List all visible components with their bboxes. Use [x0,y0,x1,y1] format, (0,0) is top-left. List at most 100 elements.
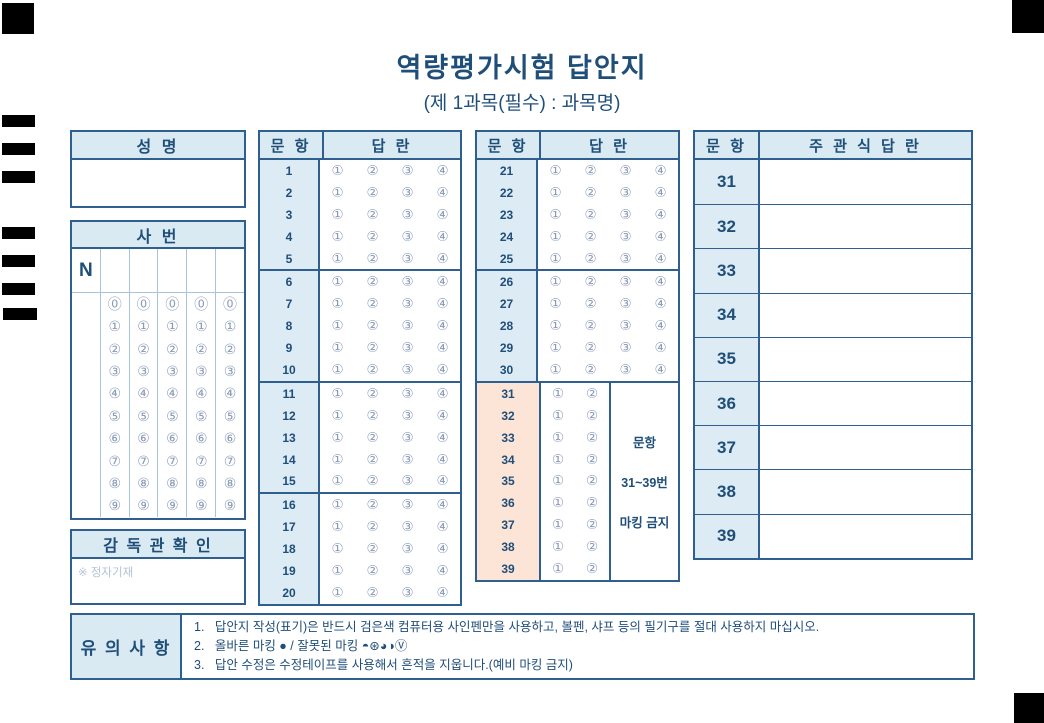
employee-id-digit-cell[interactable] [157,249,186,292]
option-bubble[interactable]: ② [366,429,379,445]
subjective-answer-cell[interactable] [760,337,971,381]
option-bubble[interactable]: ① [549,318,562,334]
digit-bubble[interactable]: ⑧ [194,474,208,491]
subjective-answer-cell[interactable] [760,381,971,426]
option-bubble[interactable]: ② [585,560,599,576]
digit-bubble[interactable]: ④ [166,385,179,402]
digit-bubble[interactable]: ⑦ [223,452,237,469]
option-bubble[interactable]: ④ [654,184,667,200]
option-bubble[interactable]: ② [366,296,379,312]
option-bubble[interactable]: ② [366,206,379,222]
option-bubble[interactable]: ② [585,517,599,533]
digit-bubble[interactable]: ⑥ [137,430,150,447]
option-bubble[interactable]: ③ [401,162,414,178]
digit-bubble[interactable]: ⑧ [166,474,179,491]
digit-bubble[interactable]: ⓪ [107,296,122,313]
option-bubble[interactable]: ② [584,206,597,222]
digit-bubble[interactable]: ⓪ [194,296,209,313]
option-bubble[interactable]: ① [551,473,565,489]
option-bubble[interactable]: ③ [401,562,414,578]
subjective-answer-cell[interactable] [760,160,971,205]
digit-bubble[interactable]: ③ [108,362,122,379]
digit-bubble[interactable]: ② [137,340,150,357]
subjective-answer-cell[interactable] [760,514,971,558]
option-bubble[interactable]: ② [585,429,599,445]
name-input-area[interactable] [72,160,244,206]
option-bubble[interactable]: ④ [436,473,449,489]
digit-bubble[interactable]: ⑨ [166,497,179,514]
option-bubble[interactable]: ① [549,274,562,290]
option-bubble[interactable]: ③ [401,206,414,222]
option-bubble[interactable]: ④ [436,340,449,356]
option-bubble[interactable]: ② [366,407,379,423]
option-bubble[interactable]: ② [366,562,379,578]
option-bubble[interactable]: ② [584,184,597,200]
option-bubble[interactable]: ② [584,361,597,377]
digit-bubble[interactable]: ⑤ [166,407,179,424]
option-bubble[interactable]: ④ [436,541,449,557]
option-bubble[interactable]: ③ [619,250,632,266]
digit-bubble[interactable]: ⑦ [137,452,150,469]
option-bubble[interactable]: ④ [436,519,449,535]
option-bubble[interactable]: ② [584,318,597,334]
option-bubble[interactable]: ① [331,318,344,334]
option-bubble[interactable]: ① [331,584,344,600]
digit-bubble[interactable]: ⑤ [137,407,150,424]
digit-bubble[interactable]: ⑦ [108,452,122,469]
option-bubble[interactable]: ① [331,228,344,244]
option-bubble[interactable]: ③ [401,497,414,513]
subjective-answer-cell[interactable] [760,293,971,337]
subjective-answer-cell[interactable] [760,426,971,470]
option-bubble[interactable]: ③ [619,318,632,334]
digit-bubble[interactable]: ⑤ [223,407,237,424]
digit-bubble[interactable]: ① [194,318,208,335]
option-bubble[interactable]: ① [331,385,344,401]
employee-id-digit-cell[interactable] [186,249,215,292]
option-bubble[interactable]: ② [585,451,599,467]
option-bubble[interactable]: ③ [619,184,632,200]
option-bubble[interactable]: ③ [401,184,414,200]
option-bubble[interactable]: ③ [619,206,632,222]
option-bubble[interactable]: ④ [436,296,449,312]
option-bubble[interactable]: ① [549,184,562,200]
option-bubble[interactable]: ③ [401,228,414,244]
digit-bubble[interactable]: ② [108,340,122,357]
option-bubble[interactable]: ② [585,495,599,511]
digit-bubble[interactable]: ③ [166,362,179,379]
option-bubble[interactable]: ① [551,385,565,401]
option-bubble[interactable]: ④ [654,340,667,356]
option-bubble[interactable]: ② [585,385,599,401]
digit-bubble[interactable]: ④ [223,385,237,402]
subjective-answer-cell[interactable] [760,470,971,514]
option-bubble[interactable]: ② [366,541,379,557]
subjective-answer-cell[interactable] [760,249,971,293]
employee-id-digit-cell[interactable] [99,249,129,292]
option-bubble[interactable]: ① [331,274,344,290]
option-bubble[interactable]: ① [551,539,565,555]
digit-bubble[interactable]: ④ [137,385,150,402]
option-bubble[interactable]: ② [584,250,597,266]
employee-id-digit-cell[interactable] [128,249,158,292]
option-bubble[interactable]: ① [549,206,562,222]
digit-bubble[interactable]: ⑧ [108,474,122,491]
option-bubble[interactable]: ① [331,250,344,266]
digit-bubble[interactable]: ⓪ [136,296,151,313]
option-bubble[interactable]: ② [584,296,597,312]
digit-bubble[interactable]: ① [108,318,122,335]
option-bubble[interactable]: ④ [436,274,449,290]
option-bubble[interactable]: ② [584,274,597,290]
option-bubble[interactable]: ③ [401,451,414,467]
digit-bubble[interactable]: ⑤ [194,407,208,424]
option-bubble[interactable]: ③ [401,250,414,266]
option-bubble[interactable]: ④ [436,497,449,513]
option-bubble[interactable]: ④ [436,385,449,401]
option-bubble[interactable]: ④ [654,361,667,377]
option-bubble[interactable]: ③ [619,274,632,290]
option-bubble[interactable]: ② [366,361,379,377]
option-bubble[interactable]: ① [549,250,562,266]
option-bubble[interactable]: ② [366,274,379,290]
option-bubble[interactable]: ③ [401,473,414,489]
option-bubble[interactable]: ③ [401,274,414,290]
option-bubble[interactable]: ① [549,361,562,377]
option-bubble[interactable]: ② [366,184,379,200]
